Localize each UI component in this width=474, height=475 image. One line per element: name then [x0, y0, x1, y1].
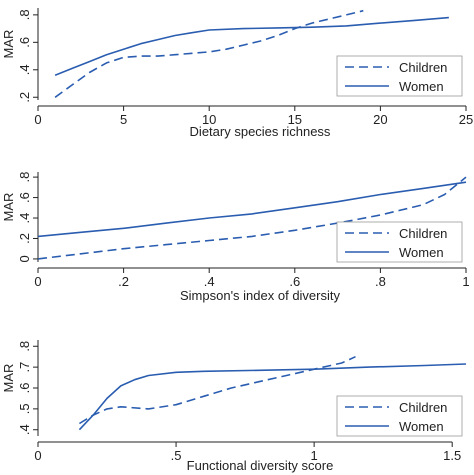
x-tick-label: 25 [459, 112, 473, 127]
legend: Children Women [336, 221, 463, 263]
y-tick-label: .6 [17, 37, 32, 48]
x-axis-label: Dietary species richness [190, 124, 331, 139]
y-tick-label: .4 [17, 424, 32, 435]
x-tick-label: .4 [204, 274, 215, 289]
x-tick-label: .6 [289, 274, 300, 289]
legend-label-children: Children [399, 60, 447, 75]
series-line-women [78, 363, 467, 431]
x-axis-label: Functional diversity score [187, 458, 334, 473]
y-tick-label: .8 [17, 172, 32, 183]
legend: Children Women [336, 395, 463, 437]
legend-label-children: Children [399, 226, 447, 241]
y-tick-label: .2 [17, 92, 32, 103]
legend: Children Women [336, 55, 463, 97]
x-tick-label: .8 [375, 274, 386, 289]
x-tick-label: 0 [34, 112, 41, 127]
x-tick-label: 0 [34, 448, 41, 463]
y-tick-label: .8 [17, 341, 32, 352]
legend-box [336, 55, 463, 97]
legend-box [336, 395, 463, 437]
series-line-women [54, 16, 449, 77]
y-tick-label: .8 [17, 9, 32, 20]
x-tick-label: 20 [373, 112, 387, 127]
x-tick-label: 15 [288, 112, 302, 127]
series-line-women [37, 181, 467, 238]
series-line-children [78, 355, 356, 425]
x-tick-label: 10 [202, 112, 216, 127]
chart-panel-2: 0 .2 .4 .6 .8 0 .2 .4 .6 .8 1 MAR Simpson's index of… [1, 172, 470, 303]
series-line-children [54, 9, 364, 98]
x-tick-label: .2 [118, 274, 129, 289]
legend-box [336, 221, 463, 263]
x-tick-label: 1.5 [443, 448, 461, 463]
y-tick-label: .4 [17, 213, 32, 224]
x-axis-label: Simpson's index of diversity [180, 288, 340, 303]
legend-label-women: Women [399, 245, 444, 260]
y-tick-label: .6 [17, 192, 32, 203]
chart-panel-3: .4 .5 .6 .7 .8 0 .5 1 1.5 MAR Functional diversity… [1, 340, 467, 473]
y-axis-label: MAR [1, 193, 16, 222]
series-line-children [37, 176, 467, 260]
y-tick-label: .2 [17, 233, 32, 244]
legend-label-women: Women [399, 79, 444, 94]
legend-label-women: Women [399, 419, 444, 434]
x-tick-label: 5 [120, 112, 127, 127]
y-axis-label: MAR [1, 30, 16, 59]
y-tick-label: 0 [17, 255, 32, 262]
legend-label-children: Children [399, 400, 447, 415]
y-tick-label: .7 [17, 362, 32, 373]
chart-panel-1: .2 .4 .6 .8 0 5 10 15 20 25 MAR Dietary species ric… [1, 8, 473, 139]
y-tick-label: .4 [17, 64, 32, 75]
x-tick-label: 0 [34, 274, 41, 289]
x-tick-label: 1 [462, 274, 469, 289]
y-axis-label: MAR [1, 364, 16, 393]
x-tick-label: 1 [311, 448, 318, 463]
x-tick-label: .5 [171, 448, 182, 463]
y-tick-label: .5 [17, 403, 32, 414]
y-tick-label: .6 [17, 383, 32, 394]
